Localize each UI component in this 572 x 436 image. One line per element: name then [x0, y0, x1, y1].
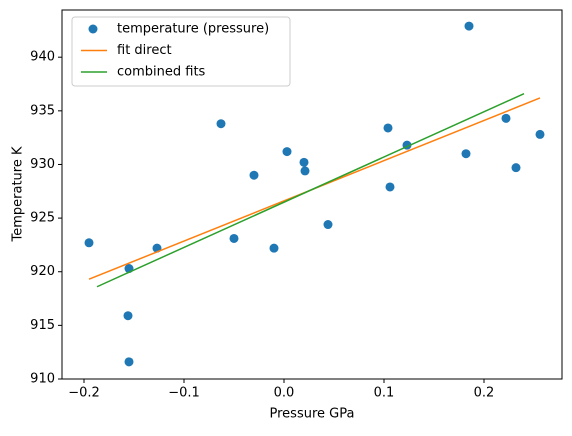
y-tick-label: 935 [30, 103, 55, 118]
legend-label: combined fits [117, 65, 206, 80]
legend-label: temperature (pressure) [117, 22, 269, 37]
point [249, 170, 259, 180]
point [323, 220, 333, 230]
y-tick-label: 910 [30, 372, 55, 387]
point [383, 123, 393, 133]
legend-label: fit direct [117, 43, 172, 58]
x-tick-label: 0.1 [374, 386, 395, 401]
y-axis-label: Temperature K [11, 146, 26, 242]
point [461, 149, 471, 159]
legend-box [71, 16, 291, 87]
point [216, 119, 226, 129]
y-tick-label: 920 [30, 264, 55, 279]
x-tick-label: −0.1 [168, 386, 200, 401]
point [124, 357, 134, 367]
y-tick-label: 915 [30, 318, 55, 333]
point [123, 311, 133, 321]
point [511, 163, 521, 173]
x-tick-label: −0.2 [68, 386, 100, 401]
point [282, 147, 292, 157]
point [84, 238, 94, 248]
legend-marker [88, 24, 98, 34]
plot-frame [61, 9, 563, 380]
line [96, 92, 525, 288]
y-tick-label: 940 [30, 50, 55, 65]
point [269, 243, 279, 253]
point [464, 21, 474, 31]
point [299, 157, 309, 167]
point [300, 166, 310, 176]
y-tick-label: 930 [30, 157, 55, 172]
point [229, 233, 239, 243]
point [385, 182, 395, 192]
x-tick-label: 0.2 [474, 386, 495, 401]
y-tick-label: 925 [30, 211, 55, 226]
x-tick-label: 0.0 [274, 386, 295, 401]
x-axis-label: Pressure GPa [270, 407, 355, 422]
point [535, 129, 545, 139]
point [501, 113, 511, 123]
